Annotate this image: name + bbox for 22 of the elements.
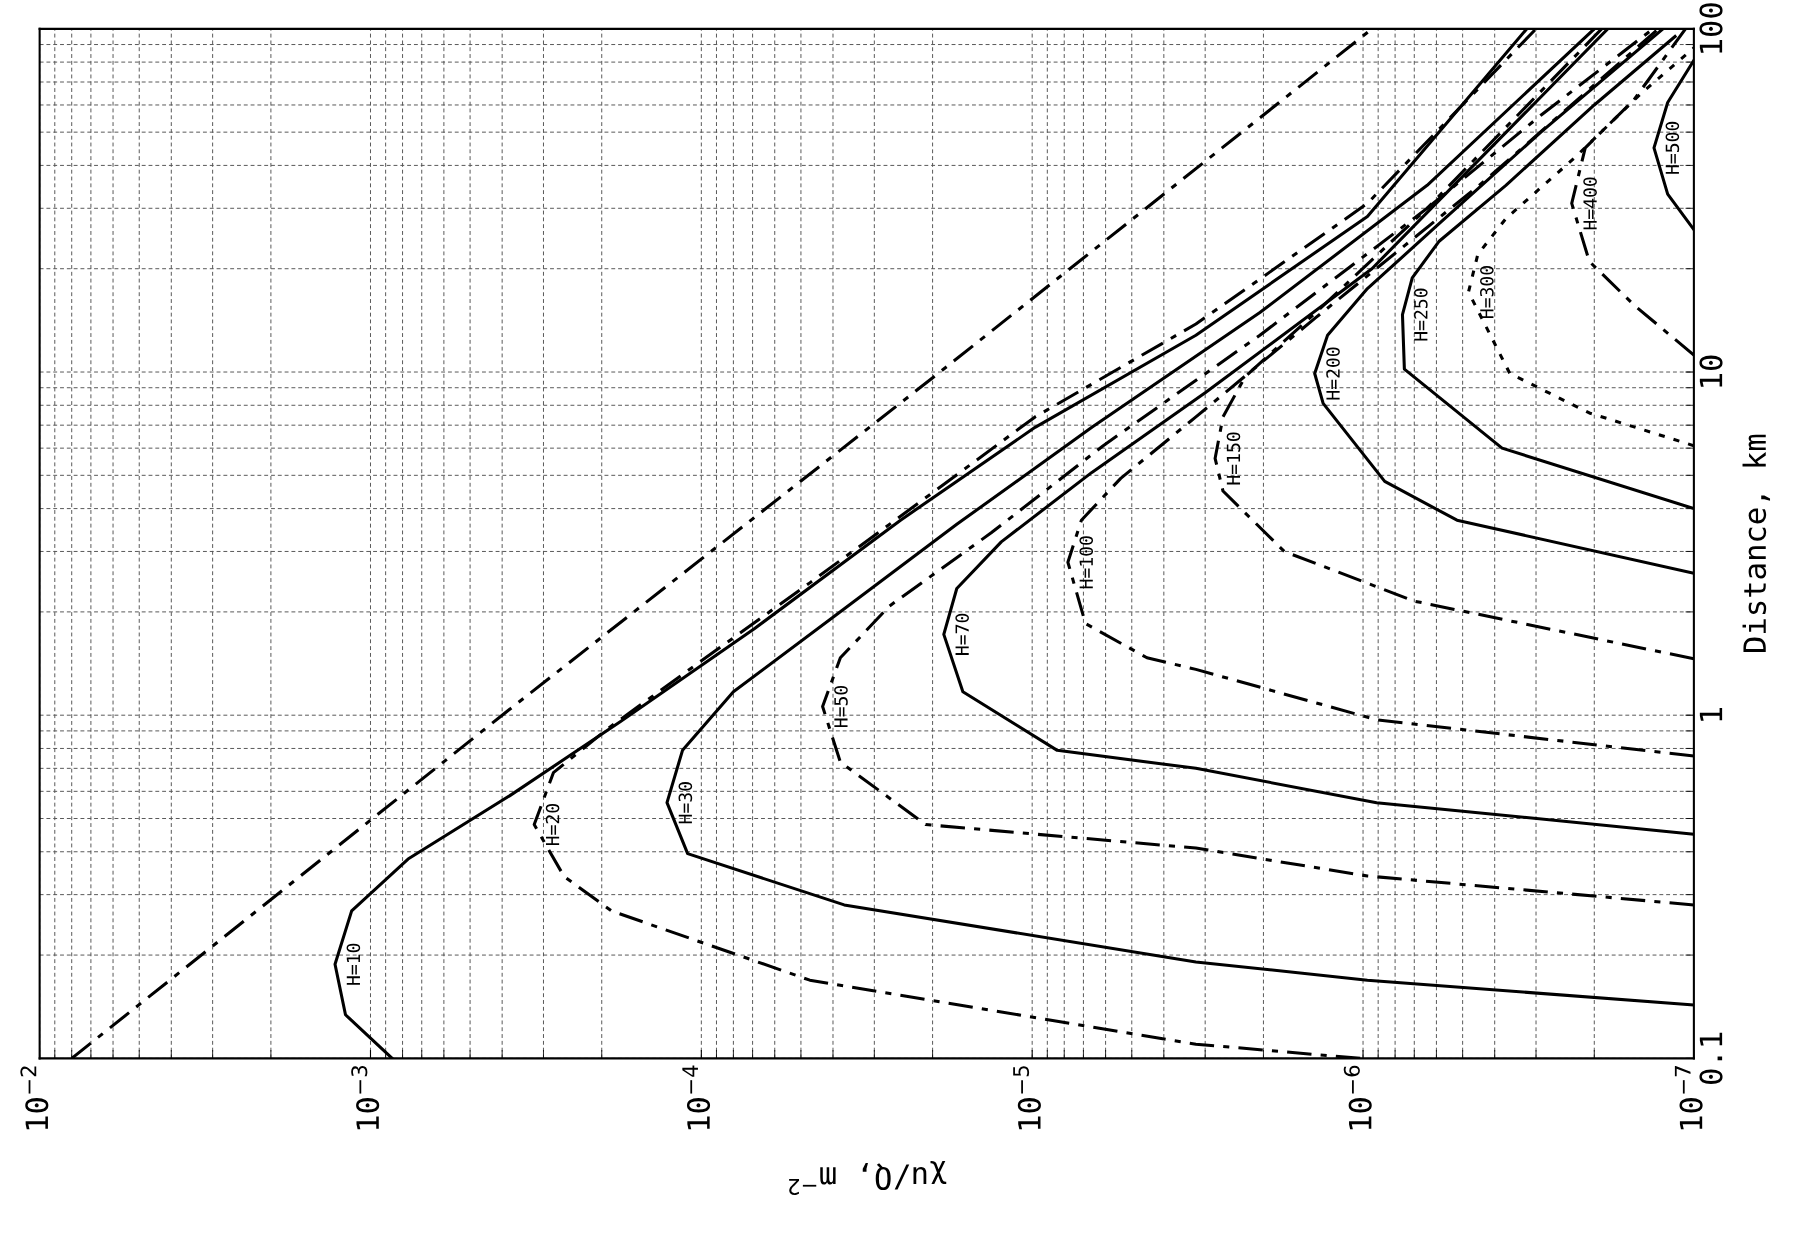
y-tick-label: 1 — [1699, 708, 1723, 721]
y-tick-label: 100 — [1699, 3, 1723, 53]
text: H=400 — [1583, 177, 1597, 230]
text: H=100 — [1079, 536, 1094, 589]
x-tick-label: 10$^{−6}$ — [1343, 1065, 1372, 1130]
x-tick-label: 10$^{−3}$ — [351, 1066, 380, 1130]
text: H=10 — [346, 943, 361, 985]
text: H=250 — [1413, 288, 1428, 341]
x-tick-label: 10$^{−5}$ — [1013, 1066, 1041, 1130]
x-tick-label: 10$^{−2}$ — [20, 1066, 49, 1130]
y-axis-title: Distance, km — [1742, 434, 1771, 652]
y-tick-label: 10 — [1699, 355, 1723, 387]
text: H=70 — [955, 613, 969, 655]
x-axis-title: χu/Q, m$^{−2}$ — [789, 1160, 947, 1195]
text: H=150 — [1226, 432, 1241, 485]
text: H=200 — [1326, 347, 1340, 400]
text: H=30 — [678, 782, 693, 824]
text: H=300 — [1480, 266, 1494, 319]
text: H=20 — [545, 804, 560, 846]
x-tick-label: 10$^{−4}$ — [682, 1065, 711, 1130]
text: H=500 — [1665, 121, 1680, 174]
text: H=50 — [834, 685, 848, 728]
